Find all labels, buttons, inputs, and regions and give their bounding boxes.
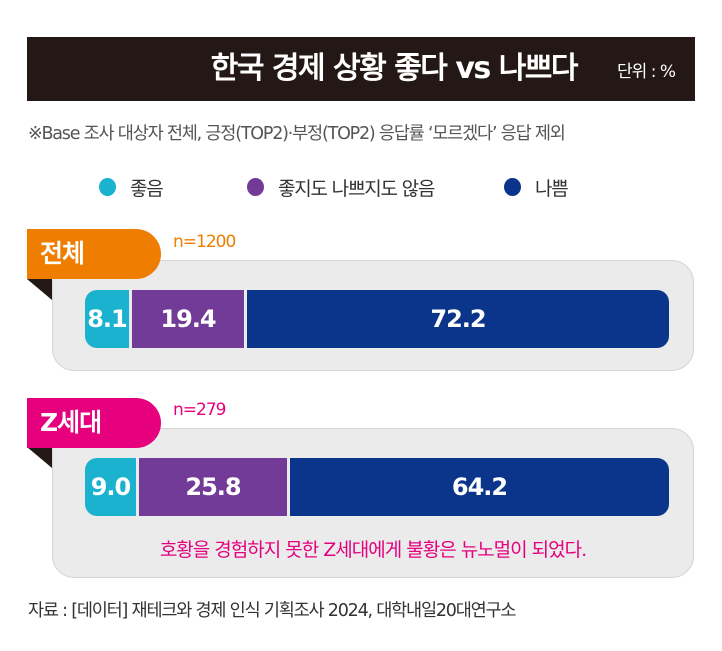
panel-total: 8.1 19.4 72.2 xyxy=(52,260,694,371)
bar-segment-good: 9.0 xyxy=(85,458,136,516)
chart-title: 한국 경제 상황 좋다 vs 나쁘다 xyxy=(210,51,579,86)
bar-segment-bad: 64.2 xyxy=(287,458,669,516)
sample-size-total: n=1200 xyxy=(173,232,236,252)
group-tab-genz: Z세대 xyxy=(27,398,161,448)
unit-label: 단위 : % xyxy=(617,62,676,82)
tab-fold xyxy=(27,279,52,300)
legend-label: 좋지도 나쁘지도 않음 xyxy=(278,177,435,200)
title-bar: 한국 경제 상황 좋다 vs 나쁘다 단위 : % xyxy=(27,37,695,101)
panel-genz: 9.0 25.8 64.2 호황을 경험하지 못한 Z세대에게 불황은 뉴노멀이… xyxy=(52,428,694,578)
genz-annotation: 호황을 경험하지 못한 Z세대에게 불황은 뉴노멀이 되었다. xyxy=(159,539,587,561)
sample-size-genz: n=279 xyxy=(173,400,226,420)
bar-segment-neutral: 19.4 xyxy=(129,290,244,348)
circle-icon xyxy=(99,178,116,196)
source-note: 자료 : [데이터] 재테크와 경제 인식 기획조사 2024, 대학내일20대… xyxy=(28,601,517,621)
bar-segment-bad: 72.2 xyxy=(244,290,669,348)
tab-fold xyxy=(27,447,52,468)
circle-icon xyxy=(504,178,521,196)
legend-item-neutral: 좋지도 나쁘지도 않음 xyxy=(247,174,435,200)
bar-segment-good: 8.1 xyxy=(85,290,129,348)
stacked-bar-total: 8.1 19.4 72.2 xyxy=(85,290,669,348)
legend-item-good: 좋음 xyxy=(99,174,164,200)
legend-item-bad: 나쁨 xyxy=(504,174,569,200)
group-tab-total: 전체 xyxy=(27,229,161,279)
legend-label: 나쁨 xyxy=(535,177,569,200)
circle-icon xyxy=(247,178,264,196)
legend-label: 좋음 xyxy=(130,177,164,200)
stacked-bar-genz: 9.0 25.8 64.2 xyxy=(85,458,669,516)
bar-segment-neutral: 25.8 xyxy=(136,458,287,516)
legend: 좋음 좋지도 나쁘지도 않음 나쁨 xyxy=(0,174,722,200)
base-note: ※Base 조사 대상자 전체, 긍정(TOP2)·부정(TOP2) 응답률 ‘… xyxy=(28,124,566,144)
